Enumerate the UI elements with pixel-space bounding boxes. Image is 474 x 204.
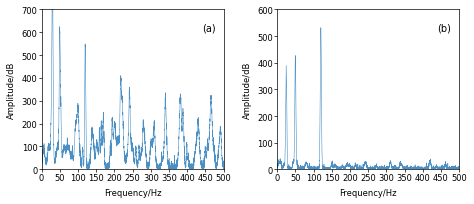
Y-axis label: Amplitude/dB: Amplitude/dB (243, 61, 252, 119)
Text: (b): (b) (438, 23, 451, 33)
Y-axis label: Amplitude/dB: Amplitude/dB (7, 61, 16, 119)
X-axis label: Frequency/Hz: Frequency/Hz (104, 188, 161, 197)
X-axis label: Frequency/Hz: Frequency/Hz (339, 188, 397, 197)
Text: (a): (a) (202, 23, 215, 33)
